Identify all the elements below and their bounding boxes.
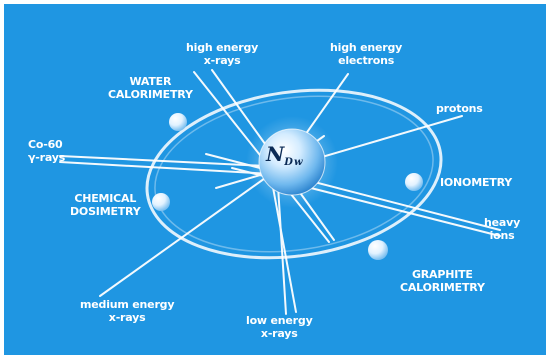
diagram-panel: NDw high energy x-rays high energy elect… [4, 4, 546, 355]
label-medium-energy-xrays: medium energy x-rays [80, 298, 175, 324]
atom-diagram [4, 4, 546, 355]
electrons [152, 113, 423, 260]
electron-water-calorimetry [169, 113, 187, 131]
label-water-calorimetry: WATER CALORIMETRY [108, 75, 193, 101]
label-graphite-calorimetry: GRAPHITE CALORIMETRY [400, 268, 485, 294]
label-low-energy-xrays: low energy x-rays [246, 314, 313, 340]
ray-low-energy-xrays-2 [277, 185, 287, 315]
label-chemical-dosimetry: CHEMICAL DOSIMETRY [70, 192, 141, 218]
electron-graphite-calorimetry [368, 240, 388, 260]
nucleus-sphere [258, 128, 326, 196]
electron-ionometry [405, 173, 423, 191]
label-co60: Co-60 γ-rays [28, 138, 66, 164]
nucleus-symbol: N [266, 142, 285, 166]
label-high-energy-electrons: high energy electrons [330, 41, 403, 67]
label-high-energy-xrays: high energy x-rays [186, 41, 259, 67]
label-ionometry: IONOMETRY [440, 176, 512, 189]
ray-co60-2 [59, 161, 273, 175]
orbit-ring [145, 88, 443, 260]
ray-co60 [59, 155, 267, 167]
orbit-ring-inner [154, 95, 434, 253]
label-heavy-ions: heavy ions [484, 216, 521, 242]
label-protons: protons [436, 102, 483, 115]
nucleus-label: NDw [266, 142, 304, 168]
electron-chemical-dosimetry [152, 193, 170, 211]
nucleus-subscript: Dw [284, 157, 304, 168]
